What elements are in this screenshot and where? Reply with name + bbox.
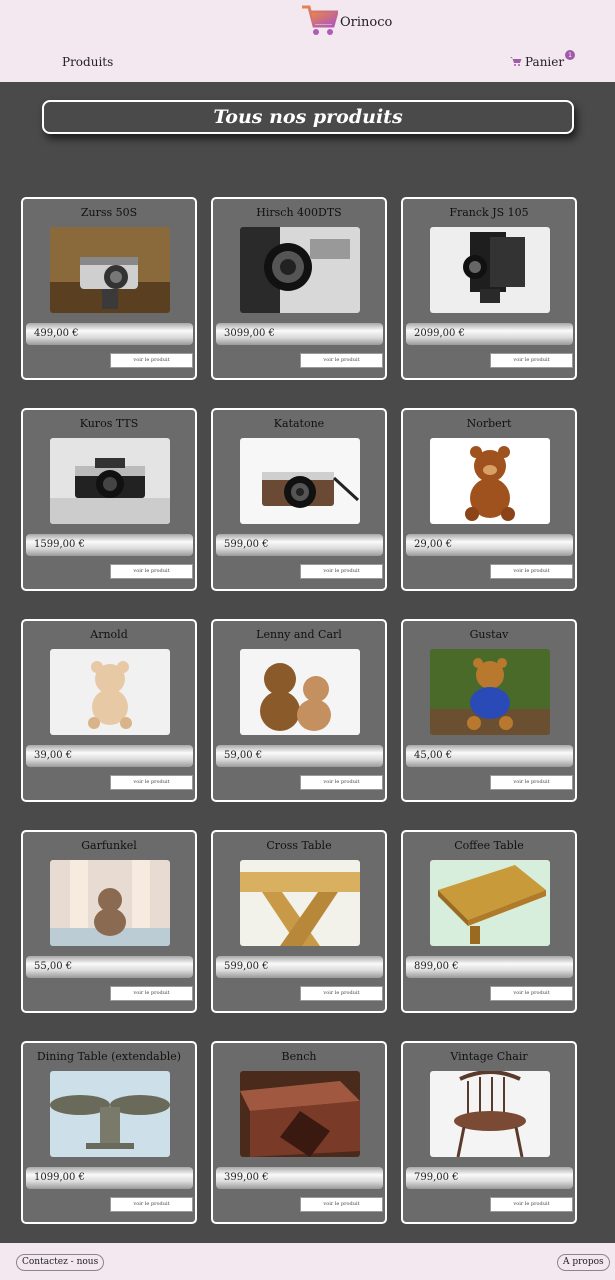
product-name: Cross Table [266,839,332,852]
product-image[interactable] [240,438,360,524]
view-product-button[interactable]: voir le produit [110,1197,193,1212]
view-product-button[interactable]: voir le produit [110,564,193,579]
product-name: Lenny and Carl [256,628,342,641]
product-price: 1099,00 € [26,1167,193,1189]
product-price: 55,00 € [26,956,193,978]
product-card: Gustav 45,00 € voir le produit [401,619,577,802]
product-card: Dining Table (extendable) 1099,00 € voir… [21,1041,197,1224]
view-product-button[interactable]: voir le produit [490,353,573,368]
contact-button[interactable]: Contactez - nous [16,1254,105,1271]
view-product-button[interactable]: voir le produit [300,564,383,579]
page-title: Tous nos produits [42,100,574,134]
product-price: 39,00 € [26,745,193,767]
product-card: Zurss 50S 499,00 € voir le produit [21,197,197,380]
view-product-button[interactable]: voir le produit [110,775,193,790]
product-name: Bench [281,1050,317,1063]
cart-count-badge: 1 [565,50,575,60]
product-card: Katatone 599,00 € voir le produit [211,408,387,591]
view-product-button[interactable]: voir le produit [300,353,383,368]
product-card: Vintage Chair 799,00 € voir le produit [401,1041,577,1224]
product-price: 399,00 € [216,1167,383,1189]
site-header: Orinoco Produits Panier 1 [0,0,615,82]
nav-produits-link[interactable]: Produits [62,55,114,69]
product-image[interactable] [50,860,170,946]
product-price: 1599,00 € [26,534,193,556]
product-price: 59,00 € [216,745,383,767]
product-price: 45,00 € [406,745,573,767]
product-card: Franck JS 105 2099,00 € voir le produit [401,197,577,380]
product-name: Kuros TTS [79,417,139,430]
product-name: Katatone [273,417,325,430]
product-price: 899,00 € [406,956,573,978]
product-card: Lenny and Carl 59,00 € voir le produit [211,619,387,802]
product-image[interactable] [430,227,550,313]
product-card: Bench 399,00 € voir le produit [211,1041,387,1224]
view-product-button[interactable]: voir le produit [490,986,573,1001]
product-card: Kuros TTS 1599,00 € voir le produit [21,408,197,591]
logo[interactable]: Orinoco [300,2,392,42]
about-button[interactable]: A propos [557,1254,610,1271]
product-image[interactable] [430,438,550,524]
product-image[interactable] [430,649,550,735]
view-product-button[interactable]: voir le produit [490,1197,573,1212]
product-image[interactable] [50,227,170,313]
product-card: Garfunkel 55,00 € voir le produit [21,830,197,1013]
product-name: Franck JS 105 [449,206,529,219]
product-card: Cross Table 599,00 € voir le produit [211,830,387,1013]
product-price: 799,00 € [406,1167,573,1189]
product-image[interactable] [240,227,360,313]
product-image[interactable] [50,1071,170,1157]
logo-text: Orinoco [340,14,393,30]
site-footer: Contactez - nous A propos [0,1243,615,1280]
product-card: Norbert 29,00 € voir le produit [401,408,577,591]
product-name: Coffee Table [454,839,524,852]
view-product-button[interactable]: voir le produit [110,353,193,368]
product-name: Arnold [90,628,128,641]
product-name: Vintage Chair [450,1050,528,1063]
product-image[interactable] [430,1071,550,1157]
nav-panier-label: Panier [525,55,565,69]
product-price: 599,00 € [216,956,383,978]
product-image[interactable] [240,649,360,735]
view-product-button[interactable]: voir le produit [300,775,383,790]
view-product-button[interactable]: voir le produit [110,986,193,1001]
cart-logo-icon [300,2,339,42]
product-price: 3099,00 € [216,323,383,345]
product-image[interactable] [50,649,170,735]
product-image[interactable] [430,860,550,946]
product-name: Dining Table (extendable) [36,1050,182,1063]
product-name: Zurss 50S [80,206,138,219]
product-name: Garfunkel [81,839,137,852]
nav-panier-link[interactable]: Panier [510,55,564,69]
product-price: 29,00 € [406,534,573,556]
view-product-button[interactable]: voir le produit [490,775,573,790]
product-image[interactable] [240,860,360,946]
product-name: Hirsch 400DTS [256,206,342,219]
product-name: Gustav [469,628,509,641]
product-card: Arnold 39,00 € voir le produit [21,619,197,802]
product-name: Norbert [466,417,512,430]
cart-icon [510,55,522,69]
product-image[interactable] [240,1071,360,1157]
view-product-button[interactable]: voir le produit [490,564,573,579]
product-price: 2099,00 € [406,323,573,345]
view-product-button[interactable]: voir le produit [300,986,383,1001]
view-product-button[interactable]: voir le produit [300,1197,383,1212]
product-card: Coffee Table 899,00 € voir le produit [401,830,577,1013]
product-card: Hirsch 400DTS 3099,00 € voir le produit [211,197,387,380]
product-price: 599,00 € [216,534,383,556]
product-image[interactable] [50,438,170,524]
product-price: 499,00 € [26,323,193,345]
